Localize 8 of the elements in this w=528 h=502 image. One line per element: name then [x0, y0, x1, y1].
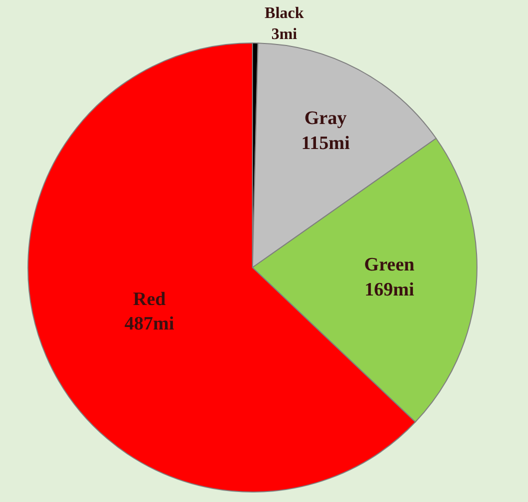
data-label: 115mi [301, 132, 350, 154]
slice-label: Black [264, 5, 304, 22]
slice-label: Gray [304, 108, 348, 130]
data-label: 3mi [271, 26, 298, 44]
slice-label: Green [364, 254, 415, 276]
data-label: 169mi [364, 279, 414, 300]
slice-label: Red [132, 288, 166, 310]
data-label: 487mi [124, 314, 174, 335]
